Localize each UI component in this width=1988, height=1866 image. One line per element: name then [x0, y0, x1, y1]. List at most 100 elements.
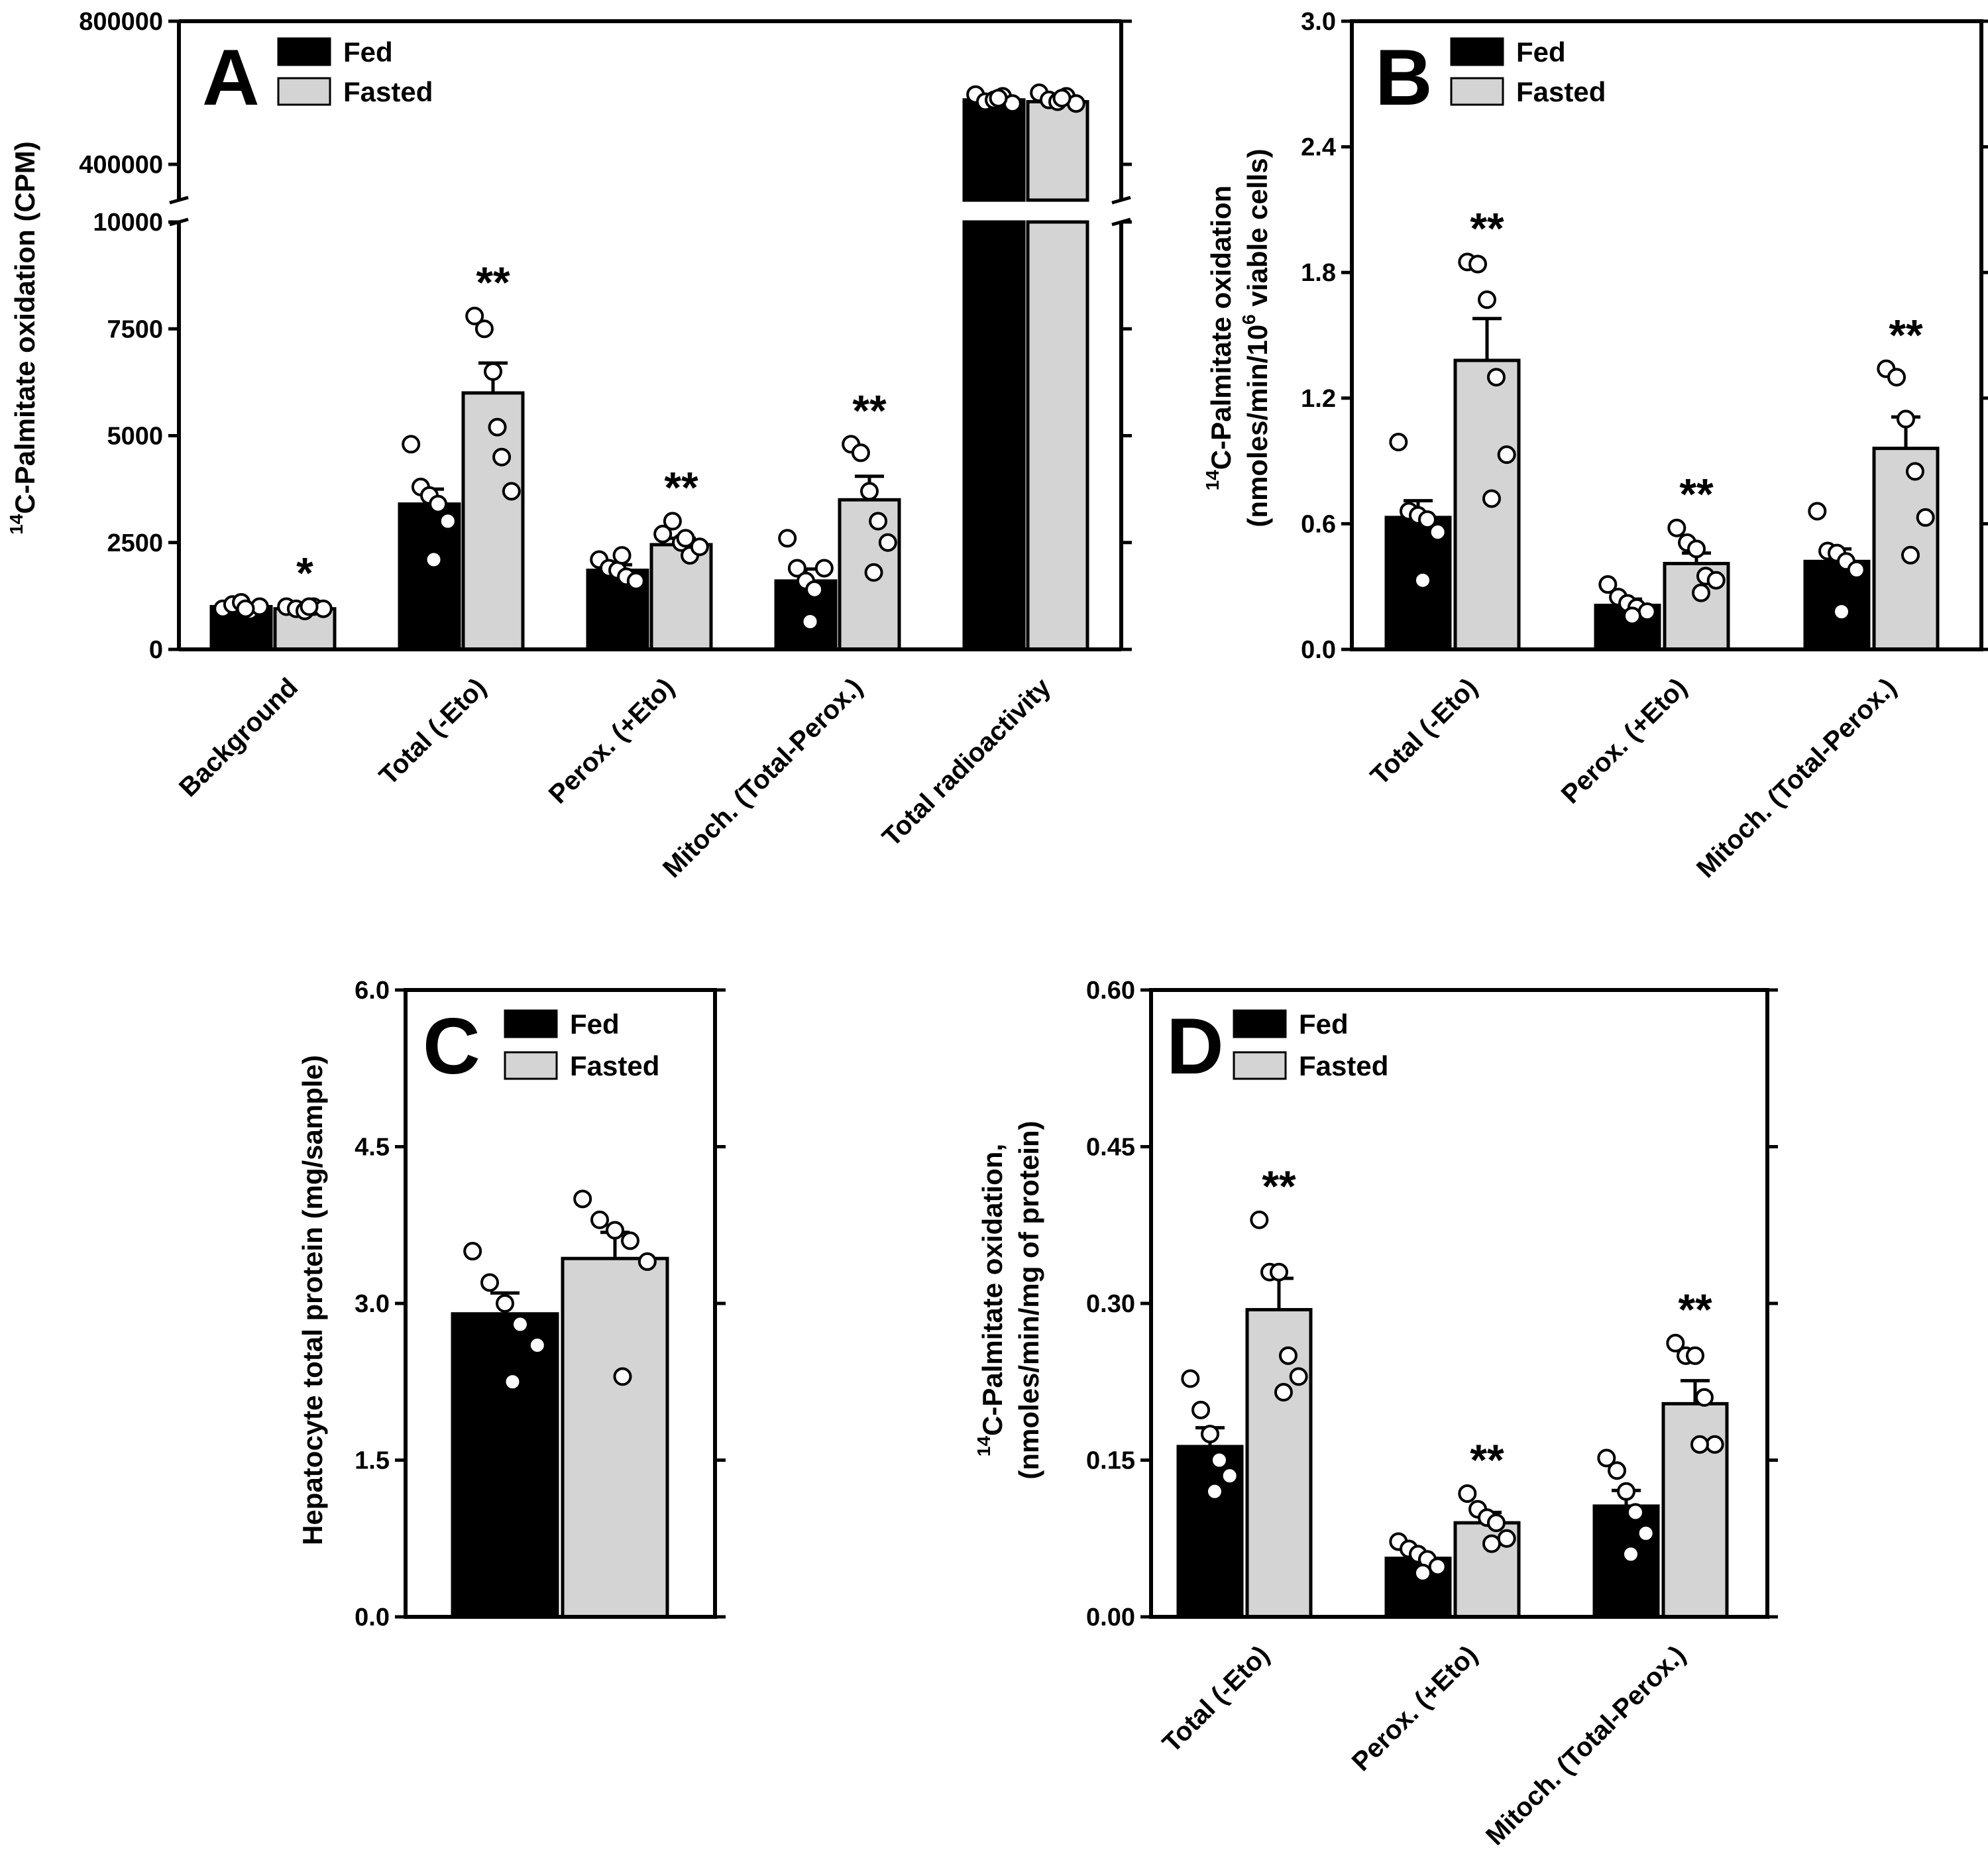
- data-point: [1887, 368, 1906, 387]
- data-point: [663, 512, 682, 531]
- panel-letter-b: B: [1375, 33, 1433, 122]
- y-axis-title-b-sup2: 6: [1239, 314, 1259, 325]
- data-point: [502, 482, 521, 501]
- data-point: [1191, 1400, 1211, 1419]
- data-point: [1468, 254, 1488, 274]
- y-tick-label: 3.0: [355, 1290, 390, 1318]
- data-point: [300, 597, 319, 616]
- data-point: [1181, 1369, 1200, 1388]
- data-point: [989, 89, 1008, 108]
- data-point: [1052, 89, 1072, 108]
- data-point: [606, 1221, 624, 1240]
- data-point: [626, 571, 645, 590]
- y-tick-label: 2500: [107, 529, 163, 557]
- data-point: [676, 529, 695, 548]
- bar-fasted-4: [1026, 100, 1089, 202]
- y-tick-label: 0.00: [1086, 1604, 1135, 1631]
- data-point: [1270, 1262, 1288, 1282]
- bar-fasted-4-lower: [1026, 220, 1089, 651]
- data-point: [510, 1315, 529, 1334]
- y-tick-label: 400000: [79, 151, 163, 179]
- bar-fasted-1: [461, 391, 525, 651]
- significance-0: *: [296, 549, 313, 598]
- y-axis-title-d-2: (nmoles/min/mg of protein): [1013, 1121, 1044, 1479]
- significance-1: **: [1470, 1435, 1504, 1484]
- y-axis-title-b-line1: C-Palmitate oxidation: [1205, 186, 1237, 470]
- legend-swatch-fed: [1233, 1009, 1287, 1038]
- legend-swatch-fed: [504, 1009, 558, 1038]
- data-point: [1428, 523, 1447, 542]
- data-point: [1205, 1482, 1224, 1501]
- y-axis-title-a-main: C-Palmitate oxidation (CPM): [9, 141, 40, 514]
- data-point: [814, 559, 834, 578]
- data-point: [1486, 1513, 1506, 1533]
- panel-letter-a: A: [202, 33, 260, 122]
- data-point: [1617, 1482, 1635, 1501]
- y-axis-title-d-sup: 14: [973, 1436, 994, 1457]
- data-point: [1832, 602, 1851, 622]
- legend-a: Fed Fasted: [277, 36, 433, 107]
- y-tick-label: 0.45: [1086, 1134, 1135, 1162]
- y-tick-label: 10000: [93, 209, 163, 237]
- legend-d: Fed Fasted: [1233, 1009, 1388, 1081]
- bar-fed-0: [451, 1312, 559, 1619]
- data-point: [1901, 545, 1920, 565]
- data-point: [463, 1242, 482, 1261]
- data-point: [1389, 433, 1408, 452]
- panel-c: 0.0 1.5 3.0 4.5 6.0 C Fed Fasted Hepatocyte …: [297, 977, 726, 1631]
- data-point: [1413, 571, 1432, 590]
- legend-b: Fed Fasted: [1450, 36, 1606, 107]
- data-point: [573, 1189, 592, 1209]
- legend-swatch-fasted: [504, 1051, 558, 1080]
- y-axis-title-a-sup: 14: [6, 514, 27, 535]
- data-point: [1250, 1210, 1269, 1229]
- y-axis-title-b-sup: 14: [1202, 470, 1223, 491]
- data-point: [805, 580, 824, 599]
- y-tick-label: 0.0: [1301, 636, 1336, 664]
- data-point: [612, 546, 632, 565]
- data-point: [1482, 489, 1501, 508]
- y-tick-label: 2.4: [1301, 134, 1336, 162]
- data-point: [236, 599, 255, 618]
- significance-0: **: [1262, 1162, 1296, 1211]
- significance-2: **: [1678, 1285, 1712, 1334]
- data-point: [429, 494, 448, 514]
- y-tick-label: 7500: [107, 315, 163, 343]
- panel-letter-d: D: [1166, 1002, 1224, 1091]
- data-point: [1608, 1461, 1627, 1480]
- data-point: [1897, 410, 1915, 429]
- bar-fasted-0: [1245, 1307, 1313, 1619]
- data-point: [503, 1372, 522, 1392]
- data-point: [1497, 1529, 1516, 1548]
- data-point: [1458, 1484, 1477, 1503]
- data-point: [474, 319, 494, 339]
- bar-fasted-0: [561, 1256, 669, 1619]
- y-tick-label: 0.15: [1086, 1447, 1135, 1475]
- y-tick-label: 0: [149, 636, 163, 664]
- data-point: [424, 550, 443, 569]
- bar-fasted-2: [649, 543, 713, 651]
- data-point: [1636, 1523, 1655, 1543]
- legend-label-fasted: Fasted: [1299, 1050, 1388, 1081]
- significance-1: **: [1679, 470, 1714, 519]
- data-point: [869, 512, 888, 531]
- data-point: [1497, 445, 1516, 465]
- data-point: [1694, 1388, 1714, 1407]
- bar-fed-4-lower: [962, 220, 1026, 651]
- data-point: [484, 362, 502, 381]
- legend-swatch-fed: [1450, 37, 1504, 66]
- data-point: [1686, 1346, 1704, 1365]
- legend-label-fed: Fed: [343, 36, 393, 68]
- y-tick-label: 0.0: [355, 1604, 390, 1631]
- legend-swatch-fasted: [1233, 1051, 1287, 1080]
- y-axis-title-b: 14C-Palmitate oxidation: [1202, 186, 1237, 491]
- data-point: [1209, 1451, 1229, 1470]
- data-point: [1597, 1449, 1616, 1468]
- significance-1: **: [476, 258, 510, 307]
- axis-break-mark: [1111, 195, 1131, 205]
- data-point: [1705, 1435, 1724, 1454]
- bar-fed-4: [962, 98, 1026, 202]
- y-tick-label: 0.6: [1301, 510, 1336, 538]
- y-tick-label: 6.0: [355, 977, 390, 1005]
- y-axis-title-b-line2a: (nmoles/min/10: [1242, 325, 1273, 527]
